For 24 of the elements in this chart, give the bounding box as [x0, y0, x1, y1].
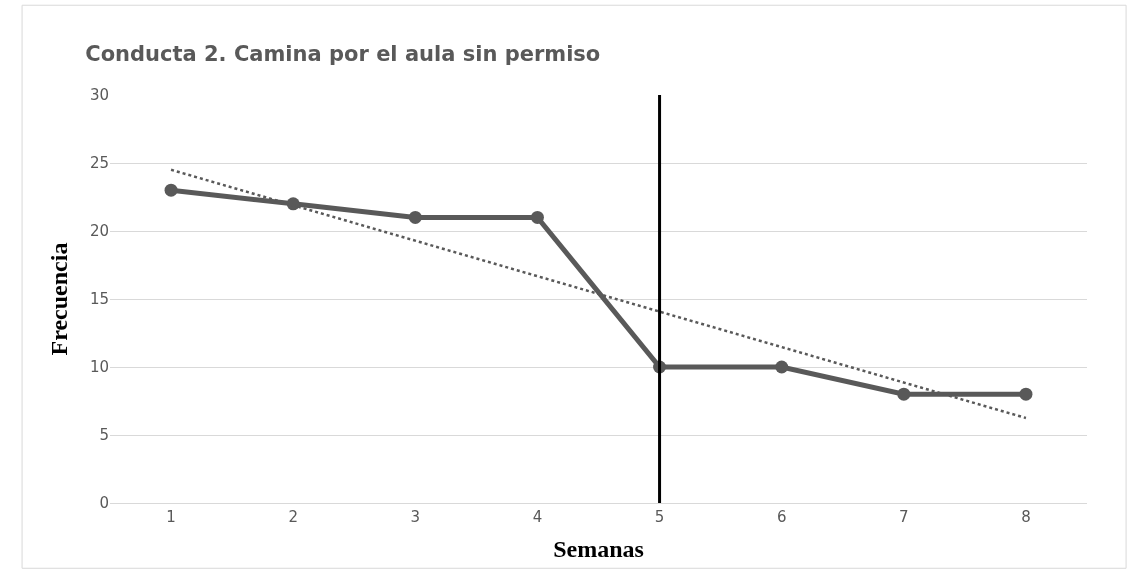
x-tick-label: 6	[776, 508, 787, 526]
y-tick-label: 10	[89, 358, 109, 377]
point	[1019, 387, 1033, 401]
y-tick-label: 5	[99, 426, 109, 445]
y-tick-label: 30	[89, 86, 109, 105]
point	[408, 210, 422, 224]
x-axis-title: Semanas	[553, 536, 644, 563]
y-tick-label: 15	[89, 290, 109, 309]
point	[164, 183, 178, 197]
chart-title: Conducta 2. Camina por el aula sin permiso	[85, 41, 601, 66]
y-tick-label: 0	[99, 494, 109, 513]
x-tick-label: 4	[532, 508, 543, 526]
x-tick-label: 7	[899, 508, 909, 526]
point	[530, 210, 544, 224]
x-tick-label: 8	[1021, 508, 1031, 526]
point	[775, 360, 789, 374]
x-tick-label: 2	[288, 508, 298, 526]
x-tick-label: 3	[410, 508, 421, 526]
x-tick-label: 5	[654, 508, 665, 526]
y-axis-title: Frecuencia	[46, 242, 73, 356]
y-tick-label: 20	[89, 222, 109, 241]
x-tick-label: 1	[166, 508, 176, 526]
point	[897, 387, 911, 401]
y-tick-label: 25	[89, 154, 109, 173]
